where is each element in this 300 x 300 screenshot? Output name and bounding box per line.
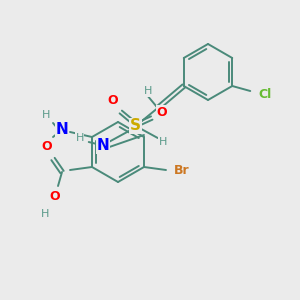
Text: N: N: [96, 139, 109, 154]
Text: H: H: [159, 137, 167, 147]
Text: Br: Br: [174, 164, 190, 178]
Text: O: O: [50, 190, 60, 203]
Text: H: H: [42, 110, 50, 120]
Text: H: H: [41, 209, 49, 219]
Text: H: H: [42, 140, 50, 150]
Text: O: O: [42, 140, 52, 154]
Text: Cl: Cl: [259, 88, 272, 100]
Text: O: O: [107, 94, 118, 106]
Text: H: H: [76, 133, 84, 143]
Text: S: S: [130, 118, 141, 134]
Text: H: H: [144, 86, 152, 96]
Text: O: O: [156, 106, 167, 118]
Text: N: N: [56, 122, 68, 137]
